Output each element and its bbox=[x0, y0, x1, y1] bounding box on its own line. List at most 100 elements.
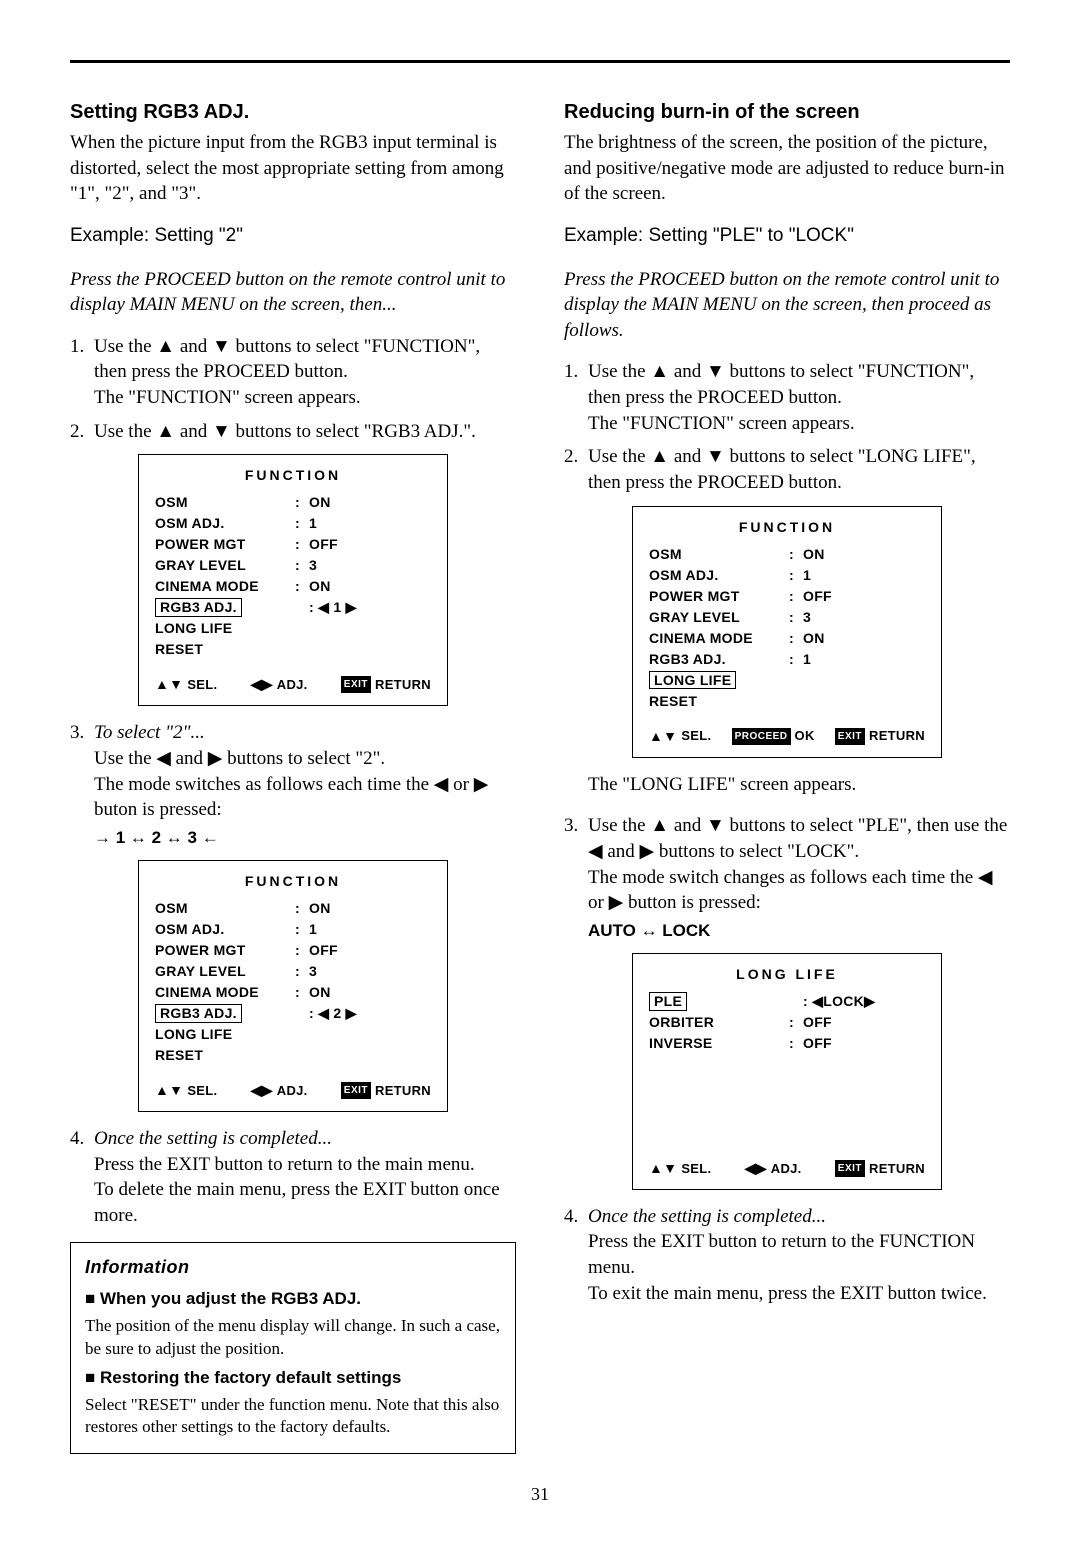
info-p2: Select "RESET" under the function menu. … bbox=[85, 1394, 501, 1440]
info-p1: The position of the menu display will ch… bbox=[85, 1315, 501, 1361]
osd-longlife: LONG LIFEPLE: ◀LOCK▶ORBITER:OFFINVERSE:O… bbox=[632, 953, 942, 1190]
osd-row: GRAY LEVEL:3 bbox=[649, 607, 925, 628]
lr-icon: ◀▶ bbox=[745, 1158, 767, 1179]
osd-label: RESET bbox=[155, 1045, 295, 1066]
left-column: Setting RGB3 ADJ. When the picture input… bbox=[70, 99, 516, 1454]
osd-colon bbox=[295, 1003, 309, 1024]
osd-value: : ◀LOCK▶ bbox=[803, 991, 875, 1012]
step-number: 2. bbox=[564, 444, 588, 495]
step-number: 1. bbox=[564, 359, 588, 436]
text: To exit the main menu, press the EXIT bu… bbox=[588, 1283, 987, 1304]
osd-label: OSM ADJ. bbox=[649, 565, 789, 586]
osd-label: POWER MGT bbox=[155, 940, 295, 961]
osd-value: : ◀ 1 ▶ bbox=[309, 597, 357, 618]
osd-label: OSM ADJ. bbox=[155, 513, 295, 534]
osd-selected: RGB3 ADJ. bbox=[155, 1004, 242, 1023]
osd-label: CINEMA MODE bbox=[155, 982, 295, 1003]
sequence: AUTO ↔ LOCK bbox=[588, 920, 1010, 943]
osd-value: OFF bbox=[803, 586, 832, 607]
osd-label: LONG LIFE bbox=[649, 670, 789, 691]
osd-row: RGB3 ADJ. : ◀ 2 ▶ bbox=[155, 1003, 431, 1024]
osd-wrap: FUNCTIONOSM:ONOSM ADJ.:1POWER MGT:OFFGRA… bbox=[70, 454, 516, 706]
osd-colon: : bbox=[789, 544, 803, 565]
text: Press the EXIT button to return to the m… bbox=[94, 1154, 475, 1175]
osd-label: LONG LIFE bbox=[155, 618, 295, 639]
osd-label: LONG LIFE bbox=[155, 1024, 295, 1045]
osd-colon bbox=[295, 618, 309, 639]
osd-label: RGB3 ADJ. bbox=[155, 1003, 295, 1024]
updown-icon: ▲▼ bbox=[649, 726, 677, 747]
columns: Setting RGB3 ADJ. When the picture input… bbox=[70, 99, 1010, 1454]
osd-selected: PLE bbox=[649, 992, 687, 1011]
step-body: Use the ▲ and ▼ buttons to select "FUNCT… bbox=[94, 334, 516, 411]
osd-colon bbox=[295, 639, 309, 660]
osd-value: OFF bbox=[309, 940, 338, 961]
osd-value: 3 bbox=[309, 555, 317, 576]
page: Setting RGB3 ADJ. When the picture input… bbox=[0, 0, 1080, 1545]
osd-label: CINEMA MODE bbox=[155, 576, 295, 597]
sequence: → 1 ↔ 2 ↔ 3 ← bbox=[94, 827, 516, 850]
step-number: 4. bbox=[564, 1204, 588, 1307]
right-column: Reducing burn-in of the screen The brigh… bbox=[564, 99, 1010, 1454]
lr-icon: ◀▶ bbox=[251, 1080, 273, 1101]
osd-value: ON bbox=[309, 492, 331, 513]
left-intro: When the picture input from the RGB3 inp… bbox=[70, 130, 516, 207]
osd-foot-return: EXIT RETURN bbox=[835, 1159, 925, 1179]
osd-label: INVERSE bbox=[649, 1033, 789, 1054]
osd-row: OSM:ON bbox=[155, 898, 431, 919]
osd-row: GRAY LEVEL:3 bbox=[155, 555, 431, 576]
osd-colon: : bbox=[789, 607, 803, 628]
osd-function-right: FUNCTIONOSM:ONOSM ADJ.:1POWER MGT:OFFGRA… bbox=[632, 506, 942, 758]
osd-label: OSM bbox=[649, 544, 789, 565]
info-sub1: ■ When you adjust the RGB3 ADJ. bbox=[85, 1288, 501, 1311]
information-box: Information ■ When you adjust the RGB3 A… bbox=[70, 1242, 516, 1454]
osd-value: ON bbox=[309, 576, 331, 597]
text: The mode switches as follows each time t… bbox=[94, 774, 488, 821]
step-body: Once the setting is completed... Press t… bbox=[588, 1204, 1010, 1307]
osd-colon: : bbox=[789, 1012, 803, 1033]
osd-row: LONG LIFE bbox=[649, 670, 925, 691]
osd-colon bbox=[789, 991, 803, 1012]
left-press: Press the PROCEED button on the remote c… bbox=[70, 267, 516, 318]
osd-value: 1 bbox=[309, 919, 317, 940]
osd-selected: RGB3 ADJ. bbox=[155, 598, 242, 617]
osd-function-2: FUNCTIONOSM:ONOSM ADJ.:1POWER MGT:OFFGRA… bbox=[138, 860, 448, 1112]
osd-colon bbox=[295, 597, 309, 618]
osd-foot-ok: PROCEED OK bbox=[732, 726, 815, 746]
text: Once the setting is completed... bbox=[588, 1206, 826, 1227]
osd-label: CINEMA MODE bbox=[649, 628, 789, 649]
osd-wrap: FUNCTIONOSM:ONOSM ADJ.:1POWER MGT:OFFGRA… bbox=[564, 506, 1010, 758]
osd-colon bbox=[295, 1045, 309, 1066]
right-example: Example: Setting "PLE" to "LOCK" bbox=[564, 223, 1010, 249]
osd-foot-sel: ▲▼ SEL. bbox=[155, 1080, 217, 1101]
osd-label: POWER MGT bbox=[649, 586, 789, 607]
osd-row: LONG LIFE bbox=[155, 1024, 431, 1045]
osd-label: OSM ADJ. bbox=[155, 919, 295, 940]
updown-icon: ▲▼ bbox=[155, 1080, 183, 1101]
osd-title: FUNCTION bbox=[155, 465, 431, 486]
osd-label: GRAY LEVEL bbox=[155, 961, 295, 982]
info-title: Information bbox=[85, 1255, 501, 1279]
osd-row: LONG LIFE bbox=[155, 618, 431, 639]
updown-icon: ▲▼ bbox=[649, 1158, 677, 1179]
osd-row: OSM ADJ.:1 bbox=[649, 565, 925, 586]
right-step1: 1. Use the ▲ and ▼ buttons to select "FU… bbox=[564, 359, 1010, 436]
osd-colon: : bbox=[295, 919, 309, 940]
osd-row: POWER MGT:OFF bbox=[155, 940, 431, 961]
left-step1: 1. Use the ▲ and ▼ buttons to select "FU… bbox=[70, 334, 516, 411]
osd-value: OFF bbox=[803, 1033, 832, 1054]
osd-colon: : bbox=[295, 576, 309, 597]
osd-value: : ◀ 2 ▶ bbox=[309, 1003, 357, 1024]
text: Use the ◀ and ▶ buttons to select "2". bbox=[94, 748, 385, 769]
osd-value: ON bbox=[803, 628, 825, 649]
osd-foot-sel: ▲▼ SEL. bbox=[649, 726, 711, 747]
osd-colon: : bbox=[789, 1033, 803, 1054]
osd-title: FUNCTION bbox=[155, 871, 431, 892]
step-number: 3. bbox=[70, 720, 94, 823]
osd-title: FUNCTION bbox=[649, 517, 925, 538]
left-heading: Setting RGB3 ADJ. bbox=[70, 99, 516, 126]
osd-row: RESET bbox=[649, 691, 925, 712]
proceed-badge: PROCEED bbox=[732, 728, 791, 745]
left-step2: 2. Use the ▲ and ▼ buttons to select "RG… bbox=[70, 419, 516, 445]
osd-colon: : bbox=[295, 898, 309, 919]
